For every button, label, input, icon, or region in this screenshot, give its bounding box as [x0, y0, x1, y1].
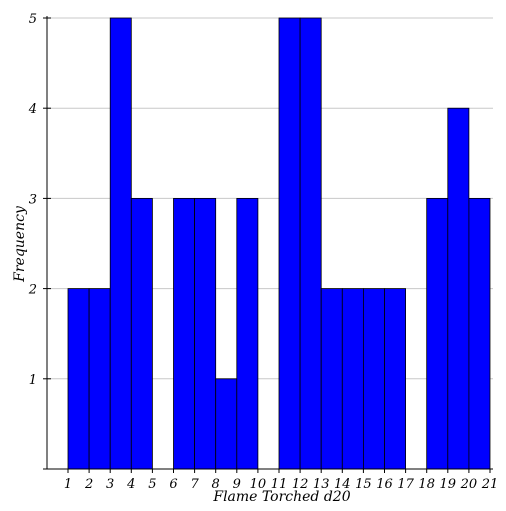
y-tick-label-1: 1 [29, 373, 37, 388]
x-tick-label-20: 20 [460, 477, 478, 492]
bar-20 [468, 197, 491, 470]
bar-1 [67, 288, 90, 470]
x-tick-label-14: 14 [334, 477, 351, 492]
x-tick-label-2: 2 [84, 477, 93, 492]
x-tick-label-1: 1 [64, 477, 72, 492]
y-tick-labels: 1 2 3 4 5 [28, 12, 37, 388]
bar-19 [447, 107, 470, 470]
x-tick-label-9: 9 [233, 477, 241, 492]
x-tick-label-4: 4 [126, 477, 135, 492]
bar-16 [384, 288, 407, 470]
bar-7 [194, 197, 217, 470]
bar-2 [88, 288, 111, 470]
x-tick-labels: 1 2 3 4 5 6 7 8 9 10 11 12 13 14 15 16 17 18 19 20 21 [64, 477, 498, 492]
bar-6 [173, 197, 196, 470]
x-tick-label-11: 11 [271, 477, 288, 492]
x-tick-label-10: 10 [250, 477, 267, 492]
bar-8 [215, 378, 238, 470]
y-tick-label-2: 2 [28, 283, 37, 298]
bar-18 [426, 197, 449, 470]
x-tick-label-6: 6 [169, 477, 177, 492]
bar-11 [278, 17, 301, 470]
x-tick-label-15: 15 [355, 477, 372, 492]
x-tick-label-18: 18 [418, 477, 435, 492]
bar-3 [109, 17, 132, 470]
x-tick-label-12: 12 [292, 477, 309, 492]
y-axis-title: Frequency [12, 205, 28, 283]
y-tick-label-4: 4 [28, 102, 37, 117]
bar-14 [341, 288, 364, 470]
x-tick-label-7: 7 [190, 477, 199, 492]
x-tick-label-21: 21 [481, 477, 499, 492]
y-tick-label-3: 3 [29, 192, 37, 207]
y-tick-label-5: 5 [29, 12, 37, 27]
x-tick-label-17: 17 [397, 477, 414, 492]
x-tick-label-8: 8 [212, 477, 220, 492]
x-axis-title: Flame Torched d20 [212, 489, 350, 505]
bar-15 [362, 288, 385, 470]
x-tick-label-16: 16 [376, 477, 393, 492]
bar-13 [320, 288, 343, 470]
bar-12 [299, 17, 322, 470]
x-tick-label-3: 3 [106, 477, 114, 492]
bar-4 [130, 197, 153, 470]
x-tick-label-19: 19 [440, 477, 457, 492]
x-tick-label-13: 13 [313, 477, 330, 492]
bar-9 [236, 197, 259, 470]
axes [43, 16, 493, 473]
bars [67, 17, 491, 470]
x-tick-label-5: 5 [148, 477, 156, 492]
